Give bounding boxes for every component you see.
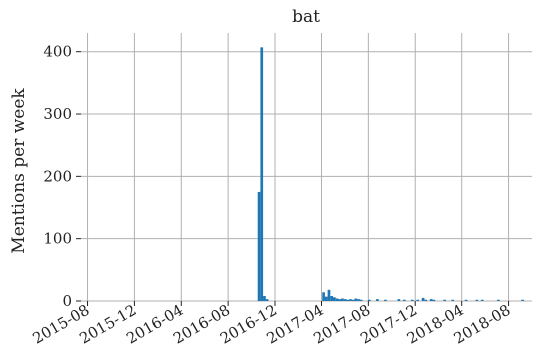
bar (351, 299, 355, 301)
bar (443, 299, 446, 301)
bar (346, 299, 350, 301)
y-tick-label: 300 (43, 105, 72, 123)
bar (367, 299, 371, 301)
bar (333, 297, 336, 301)
bar (376, 299, 379, 301)
bar (384, 299, 387, 301)
y-tick-label: 400 (43, 43, 72, 61)
y-tick-label: 0 (62, 292, 72, 310)
bar (357, 299, 360, 301)
bars (257, 47, 524, 301)
bar (341, 298, 344, 301)
bar (354, 298, 358, 301)
y-tick-label: 100 (43, 230, 72, 248)
bar (402, 299, 406, 301)
bar (349, 299, 352, 301)
bar (257, 191, 261, 301)
bar (497, 299, 500, 301)
bar (410, 299, 414, 301)
bar (451, 299, 455, 301)
bar (480, 299, 484, 301)
bar (343, 299, 347, 301)
bar (260, 47, 264, 301)
bar (432, 299, 436, 301)
bar (464, 299, 468, 301)
bar (322, 292, 325, 301)
bar (521, 299, 524, 301)
y-axis-title: Mentions per week (9, 88, 29, 254)
bar (324, 296, 328, 301)
x-axis: 2015-082015-122016-042016-082016-122017-… (30, 301, 514, 348)
bar (397, 299, 401, 301)
chart-title: bat (292, 7, 320, 27)
bar (330, 296, 334, 301)
bar (421, 297, 425, 301)
bar (335, 298, 339, 301)
bar (265, 299, 269, 301)
y-tick-label: 200 (43, 167, 72, 185)
bar (338, 299, 342, 301)
bar (416, 299, 420, 301)
bar (475, 299, 479, 301)
bar (359, 299, 363, 301)
bar (424, 299, 428, 301)
grid (81, 33, 532, 302)
y-axis: 0 100 200 300 400 (43, 43, 81, 310)
bar (327, 289, 331, 301)
bar (429, 299, 433, 301)
bar (263, 296, 266, 301)
